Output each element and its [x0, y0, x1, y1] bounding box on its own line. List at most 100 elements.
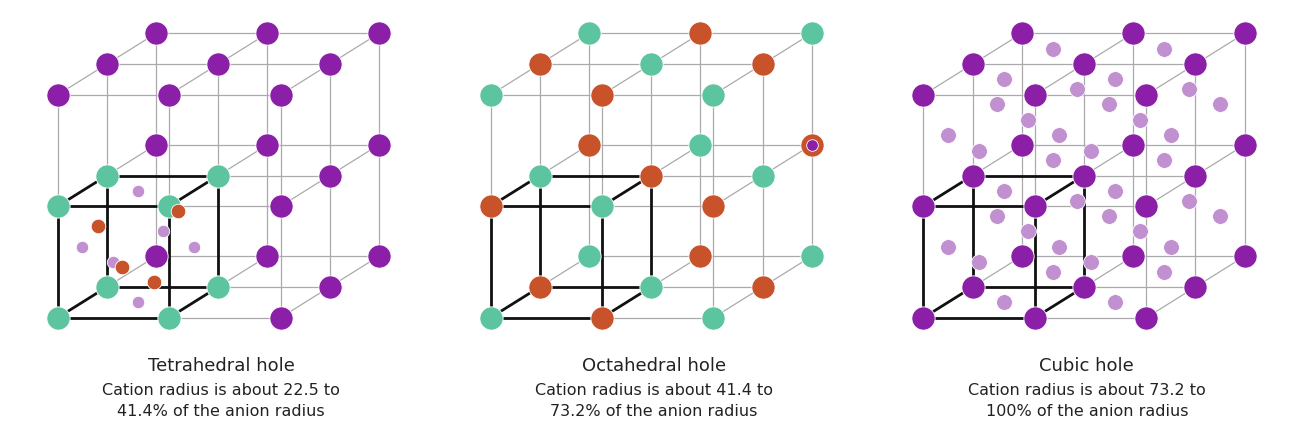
Point: [962, 284, 983, 291]
Text: Cation radius is about 73.2 to
100% of the anion radius: Cation radius is about 73.2 to 100% of t…: [968, 383, 1205, 419]
Point: [1074, 61, 1095, 68]
Point: [1098, 101, 1119, 108]
Point: [937, 243, 958, 250]
Point: [257, 141, 278, 148]
Point: [753, 61, 774, 68]
Point: [87, 223, 108, 230]
Point: [368, 253, 389, 260]
Point: [1011, 253, 1032, 260]
Point: [480, 314, 500, 321]
Point: [208, 61, 229, 68]
Point: [641, 172, 662, 179]
Point: [1043, 45, 1063, 52]
Point: [47, 91, 68, 98]
Point: [1123, 30, 1144, 37]
Point: [320, 172, 341, 179]
Point: [987, 101, 1008, 108]
Point: [1123, 253, 1144, 260]
Point: [168, 207, 188, 214]
Point: [592, 203, 612, 210]
Point: [270, 91, 291, 98]
Point: [1074, 172, 1095, 179]
Point: [1179, 197, 1200, 204]
Point: [968, 147, 989, 154]
Point: [529, 172, 550, 179]
Point: [641, 61, 662, 68]
Point: [96, 284, 117, 291]
Point: [1209, 101, 1230, 108]
Point: [993, 76, 1014, 83]
Point: [592, 314, 612, 321]
Point: [480, 91, 500, 98]
Point: [1179, 85, 1200, 93]
Point: [127, 299, 148, 306]
Point: [1154, 157, 1175, 164]
Point: [1018, 228, 1039, 235]
Point: [1209, 212, 1230, 219]
Point: [913, 203, 933, 210]
Point: [146, 30, 166, 37]
Point: [127, 187, 148, 194]
Point: [208, 172, 229, 179]
Point: [1011, 141, 1032, 148]
Point: [801, 141, 822, 148]
Point: [592, 91, 612, 98]
Point: [962, 61, 983, 68]
Point: [1234, 30, 1254, 37]
Point: [1105, 76, 1126, 83]
Point: [368, 141, 389, 148]
Text: Cation radius is about 22.5 to
41.4% of the anion radius: Cation radius is about 22.5 to 41.4% of …: [103, 383, 339, 419]
Point: [257, 30, 278, 37]
Point: [913, 91, 933, 98]
Point: [690, 141, 711, 148]
Point: [1154, 45, 1175, 52]
Point: [143, 279, 164, 286]
Point: [1024, 314, 1045, 321]
Point: [1123, 141, 1144, 148]
Point: [578, 253, 599, 260]
Point: [753, 172, 774, 179]
Point: [1186, 284, 1206, 291]
Point: [578, 30, 599, 37]
Point: [578, 141, 599, 148]
Point: [1154, 268, 1175, 275]
Point: [1049, 132, 1070, 139]
Point: [159, 314, 179, 321]
Point: [987, 212, 1008, 219]
Point: [1105, 299, 1126, 306]
Point: [1130, 117, 1150, 124]
Point: [146, 253, 166, 260]
Point: [1024, 91, 1045, 98]
Point: [1098, 212, 1119, 219]
Point: [112, 263, 133, 270]
Point: [1234, 253, 1254, 260]
Point: [480, 203, 500, 210]
Point: [146, 141, 166, 148]
Point: [993, 187, 1014, 194]
Text: Cation radius is about 41.4 to
73.2% of the anion radius: Cation radius is about 41.4 to 73.2% of …: [534, 383, 774, 419]
Point: [257, 253, 278, 260]
Point: [320, 61, 341, 68]
Point: [103, 258, 124, 265]
Point: [47, 314, 68, 321]
Point: [1186, 172, 1206, 179]
Point: [1043, 268, 1063, 275]
Point: [1018, 117, 1039, 124]
Text: Octahedral hole: Octahedral hole: [582, 357, 725, 375]
Point: [529, 61, 550, 68]
Point: [529, 284, 550, 291]
Point: [801, 253, 822, 260]
Point: [913, 314, 933, 321]
Point: [159, 91, 179, 98]
Point: [1074, 284, 1095, 291]
Point: [1080, 258, 1101, 265]
Point: [703, 314, 724, 321]
Point: [96, 61, 117, 68]
Point: [1043, 157, 1063, 164]
Point: [152, 228, 173, 235]
Point: [962, 172, 983, 179]
Point: [1024, 203, 1045, 210]
Point: [183, 243, 204, 250]
Point: [1105, 187, 1126, 194]
Point: [1130, 228, 1150, 235]
